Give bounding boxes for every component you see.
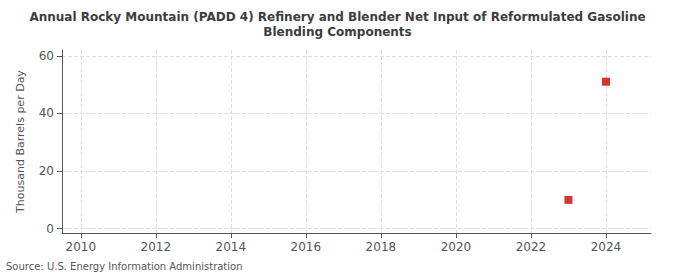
svg-text:2010: 2010 <box>65 240 96 254</box>
svg-text:2024: 2024 <box>591 240 622 254</box>
svg-text:Thousand Barrels per Day: Thousand Barrels per Day <box>14 70 27 214</box>
svg-text:40: 40 <box>39 106 54 120</box>
svg-text:Source: U.S. Energy Informatio: Source: U.S. Energy Information Administ… <box>6 261 243 272</box>
svg-text:Annual Rocky Mountain (PADD 4): Annual Rocky Mountain (PADD 4) Refinery … <box>29 10 645 24</box>
svg-text:60: 60 <box>39 49 54 63</box>
svg-text:2016: 2016 <box>291 240 322 254</box>
svg-text:2022: 2022 <box>516 240 547 254</box>
svg-text:0: 0 <box>46 222 54 236</box>
svg-text:2020: 2020 <box>441 240 472 254</box>
svg-text:Blending Components: Blending Components <box>263 25 411 39</box>
svg-text:2018: 2018 <box>366 240 397 254</box>
svg-text:2014: 2014 <box>216 240 247 254</box>
svg-text:2012: 2012 <box>141 240 172 254</box>
svg-text:20: 20 <box>39 164 54 178</box>
